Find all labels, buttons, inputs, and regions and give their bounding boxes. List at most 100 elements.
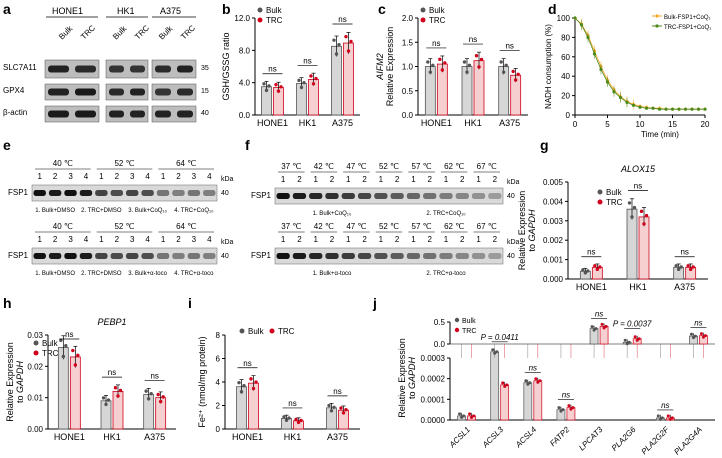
condition-label: 2. TRC+α-toco [426, 271, 466, 277]
x-tick-label: 0 [573, 120, 578, 129]
legend-dot-bulk [33, 340, 39, 346]
data-point [282, 415, 286, 419]
y-tick-label: 8.0 [239, 46, 251, 55]
data-point [332, 405, 336, 409]
blot-band [33, 253, 46, 259]
lane-number: 1 [161, 235, 166, 244]
data-point [599, 67, 603, 72]
data-point [440, 68, 445, 72]
data-point [472, 414, 476, 418]
data-point [656, 414, 660, 418]
lane-bulk-3: Bulk [157, 23, 175, 41]
lane-number: 2 [395, 235, 400, 244]
legend-label-trc: TRC [266, 16, 283, 25]
data-point [583, 271, 588, 275]
data-point [158, 399, 163, 404]
y-axis-label: GSH/GSSG ratio [221, 32, 231, 100]
y-tick-label: 1.5 [402, 38, 414, 47]
data-point [309, 74, 313, 78]
bar-trc [533, 380, 543, 421]
y-tick-label: 0.004 [543, 197, 564, 206]
lane-number: 1 [37, 172, 42, 181]
data-point [538, 379, 542, 383]
blot-strip [105, 83, 149, 101]
data-point [618, 95, 623, 100]
lane-number: 1 [37, 235, 42, 244]
data-point [689, 332, 693, 336]
data-point [491, 348, 495, 352]
panel-f-blots: 37 ℃ 1 2 42 ℃ 1 2 47 ℃ 1 2 52 ℃ 1 2 57 ℃ 1 2 62 ℃ 1 2 67 ℃… [251, 162, 520, 277]
blot-band [325, 253, 339, 259]
x-tick-label: HK1 [299, 118, 317, 128]
data-point [674, 264, 678, 268]
legend-label-bulk: Bulk [266, 6, 283, 15]
lane-number: 1 [313, 175, 318, 184]
blot-band [187, 253, 201, 259]
data-point [465, 70, 469, 74]
x-tick-label: ACSL3 [480, 425, 505, 450]
data-point [670, 107, 675, 111]
blot-band [48, 65, 69, 73]
lane-number: 3 [130, 235, 135, 244]
data-point [612, 90, 616, 94]
temp-label: 52 ℃ [379, 162, 399, 171]
kda-marker: 40 [507, 253, 515, 260]
y-tick-label: 0.002 [543, 236, 564, 245]
data-point [346, 49, 351, 53]
x-tick-label: HONE1 [421, 118, 452, 128]
x-tick-label: A375 [499, 118, 520, 128]
data-point [501, 70, 506, 74]
blot-band [75, 65, 96, 73]
data-point [586, 35, 590, 40]
lane-number: 1 [444, 235, 449, 244]
blot-band [471, 253, 486, 259]
lane-trc-2: TRC [133, 23, 151, 41]
sig-label: ns [680, 248, 688, 257]
y-tick-label: 0.005 [543, 178, 564, 187]
data-point [590, 325, 594, 329]
x-tick-label: A375 [144, 432, 165, 442]
data-point [586, 269, 590, 273]
lane-bulk-1: Bulk [57, 23, 75, 41]
cell-label-hone1: HONE1 [52, 6, 83, 16]
data-point [443, 61, 447, 65]
blot-band [130, 65, 145, 73]
blot-strip [274, 187, 504, 205]
data-point [327, 403, 331, 408]
x-tick-label: HONE1 [257, 118, 288, 128]
sig-label: ns [108, 368, 116, 377]
legend-dot-trc [33, 350, 39, 356]
lane-number: 1 [313, 235, 318, 244]
blot-band [126, 253, 139, 259]
blot-strip [151, 83, 197, 101]
y-axis-label: Relative Expression [517, 191, 527, 271]
lane-number: 2 [362, 175, 367, 184]
y-tick-label: 0.003 [543, 217, 564, 226]
blot-band [110, 253, 123, 259]
data-point [657, 107, 662, 111]
blot-band [48, 253, 62, 259]
data-point [524, 379, 528, 383]
blot-band [177, 65, 193, 73]
data-point [679, 265, 683, 269]
kda-unit: kDa [507, 239, 520, 246]
x-tick-label: HONE1 [576, 282, 607, 292]
data-point [431, 63, 435, 68]
data-point [598, 265, 602, 269]
legend-dot-bulk [597, 189, 603, 195]
data-point [495, 350, 499, 354]
panel-label-f: f [245, 137, 250, 153]
lane-number: 2 [427, 235, 432, 244]
panel-label-i: i [188, 295, 192, 311]
data-point [630, 215, 634, 219]
lane-trc-3: TRC [179, 23, 197, 41]
blot-band [439, 193, 453, 199]
data-point [625, 100, 629, 104]
data-point [59, 338, 63, 343]
data-point [297, 78, 301, 83]
data-point [237, 380, 241, 385]
data-point [467, 63, 472, 68]
y-tick-label: 0 [566, 111, 571, 120]
blot-band [325, 193, 339, 199]
